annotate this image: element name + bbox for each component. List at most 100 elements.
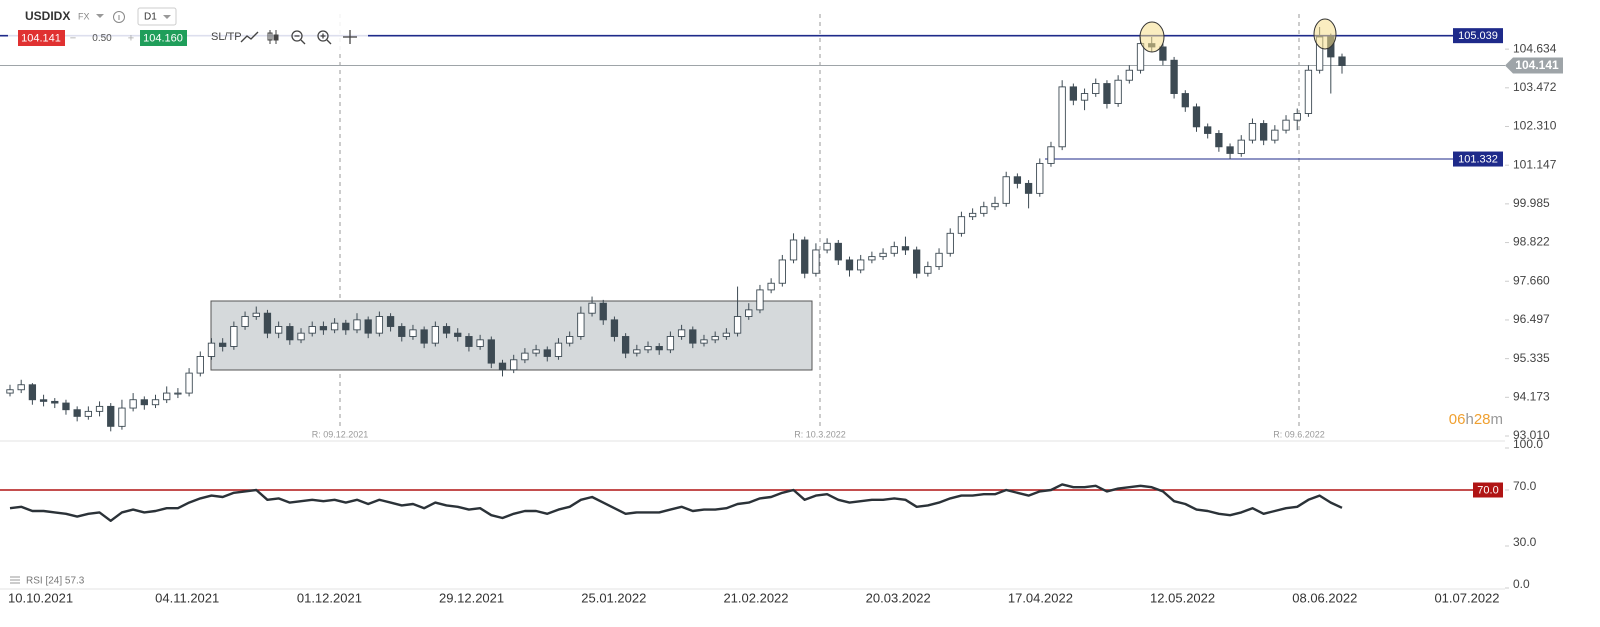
y-tick-label: 98.822 (1513, 235, 1550, 249)
candle-body (1103, 83, 1111, 104)
x-tick-label: 01.12.2021 (297, 590, 362, 605)
buy-price: 104.160 (143, 32, 183, 44)
plus[interactable]: + (128, 32, 134, 44)
y-tick-label: 94.173 (1513, 389, 1550, 403)
candle-body (1058, 86, 1066, 148)
y-tick-label: 96.497 (1513, 312, 1550, 326)
candle-body (73, 409, 81, 417)
minus[interactable]: − (70, 32, 76, 44)
candle-body (566, 336, 574, 344)
sell-button[interactable] (18, 30, 65, 46)
candle-body (767, 282, 775, 291)
candle-body (700, 339, 708, 344)
candle-body (51, 400, 59, 404)
info-icon[interactable] (113, 11, 125, 23)
candle-body (722, 332, 731, 337)
candle-body (286, 326, 294, 341)
x-tick-label: 29.12.2021 (439, 590, 504, 605)
candle-body (409, 329, 417, 337)
y-tick-label: 102.310 (1513, 119, 1557, 133)
line-tool-icon[interactable] (240, 31, 259, 43)
candle-body (756, 289, 764, 311)
y-tick-label: 101.147 (1513, 157, 1557, 171)
candle-body (342, 322, 350, 331)
candle-tool-icon[interactable] (267, 30, 279, 44)
candle-body (1271, 129, 1279, 141)
candle-body (62, 402, 70, 411)
toolbar-bg (8, 4, 368, 50)
rsi-level-tag (1473, 482, 1503, 498)
candle-body (1338, 56, 1346, 66)
sltp-button[interactable]: SL/TP (211, 31, 242, 43)
y-tick-label: 104.634 (1513, 41, 1557, 55)
highlight-circle (1313, 18, 1337, 50)
candle-body (129, 399, 137, 409)
zoom-out-icon[interactable] (291, 30, 306, 45)
candle-body (163, 392, 171, 401)
candle-body (196, 356, 204, 374)
candle-body (95, 405, 104, 412)
zoom-in-icon[interactable] (317, 30, 332, 45)
candle-body (140, 399, 148, 406)
candle-body (1092, 83, 1100, 94)
last-price-tag (1505, 57, 1563, 74)
candle-body (297, 332, 305, 341)
dropdown-icon[interactable] (96, 14, 104, 18)
candle-body (1181, 93, 1189, 108)
candle-body (946, 232, 954, 254)
candle-body (252, 312, 260, 317)
candle-body (1192, 106, 1201, 128)
candle-body (901, 246, 910, 251)
candle-body (677, 329, 686, 337)
candle-body (991, 202, 999, 208)
candle-body (442, 326, 451, 334)
candle-body (1248, 123, 1257, 141)
candle-body (733, 316, 742, 334)
level-tag (1453, 151, 1503, 167)
candle-body (308, 326, 316, 334)
candle-body (1304, 69, 1313, 114)
candle-body (610, 319, 619, 337)
highlight-circle (1139, 21, 1165, 53)
candle-body (6, 389, 14, 394)
candle-body (1159, 46, 1167, 61)
candle-body (1036, 162, 1044, 194)
interval: D1 (144, 12, 157, 23)
candle-body (465, 336, 473, 347)
candle-body (375, 316, 384, 334)
level-tag-label: 101.332 (1458, 153, 1498, 165)
x-tick-label: 10.10.2021 (8, 590, 73, 605)
candle-body (957, 216, 966, 234)
x-tick-label: 12.05.2022 (1150, 590, 1215, 605)
candle-body (778, 259, 786, 284)
level-tag-label: 105.039 (1458, 30, 1498, 42)
countdown: 06h28m (1449, 411, 1503, 428)
symbol[interactable]: USDIDX (25, 9, 70, 23)
market: FX (78, 11, 90, 21)
rsi-line (9, 483, 1343, 522)
candle-body (913, 249, 921, 274)
candle-body (498, 362, 507, 371)
candle-body (174, 392, 182, 395)
candle-body (17, 384, 25, 391)
marker-label: R: 09.12.2021 (312, 429, 369, 439)
candle-body (1136, 43, 1145, 71)
candle-body (745, 309, 753, 317)
y-tick-label: 97.660 (1513, 273, 1550, 287)
candle-body (510, 359, 518, 371)
move-icon[interactable] (343, 30, 357, 44)
candle-body (1069, 86, 1078, 101)
candle-body (84, 410, 93, 417)
rsi-y-tick-label: 0.0 (1513, 577, 1530, 591)
candle-body (263, 312, 272, 334)
last-price-label: 104.141 (1515, 58, 1559, 72)
buy-button[interactable] (140, 30, 187, 46)
y-tick-label: 103.472 (1513, 80, 1557, 94)
candle-body (879, 252, 887, 258)
candle-body (924, 266, 932, 274)
x-tick-label: 04.11.2021 (155, 590, 219, 605)
dropdown-icon (163, 15, 171, 19)
interval-box[interactable] (137, 7, 177, 26)
candle-body (1226, 146, 1234, 154)
